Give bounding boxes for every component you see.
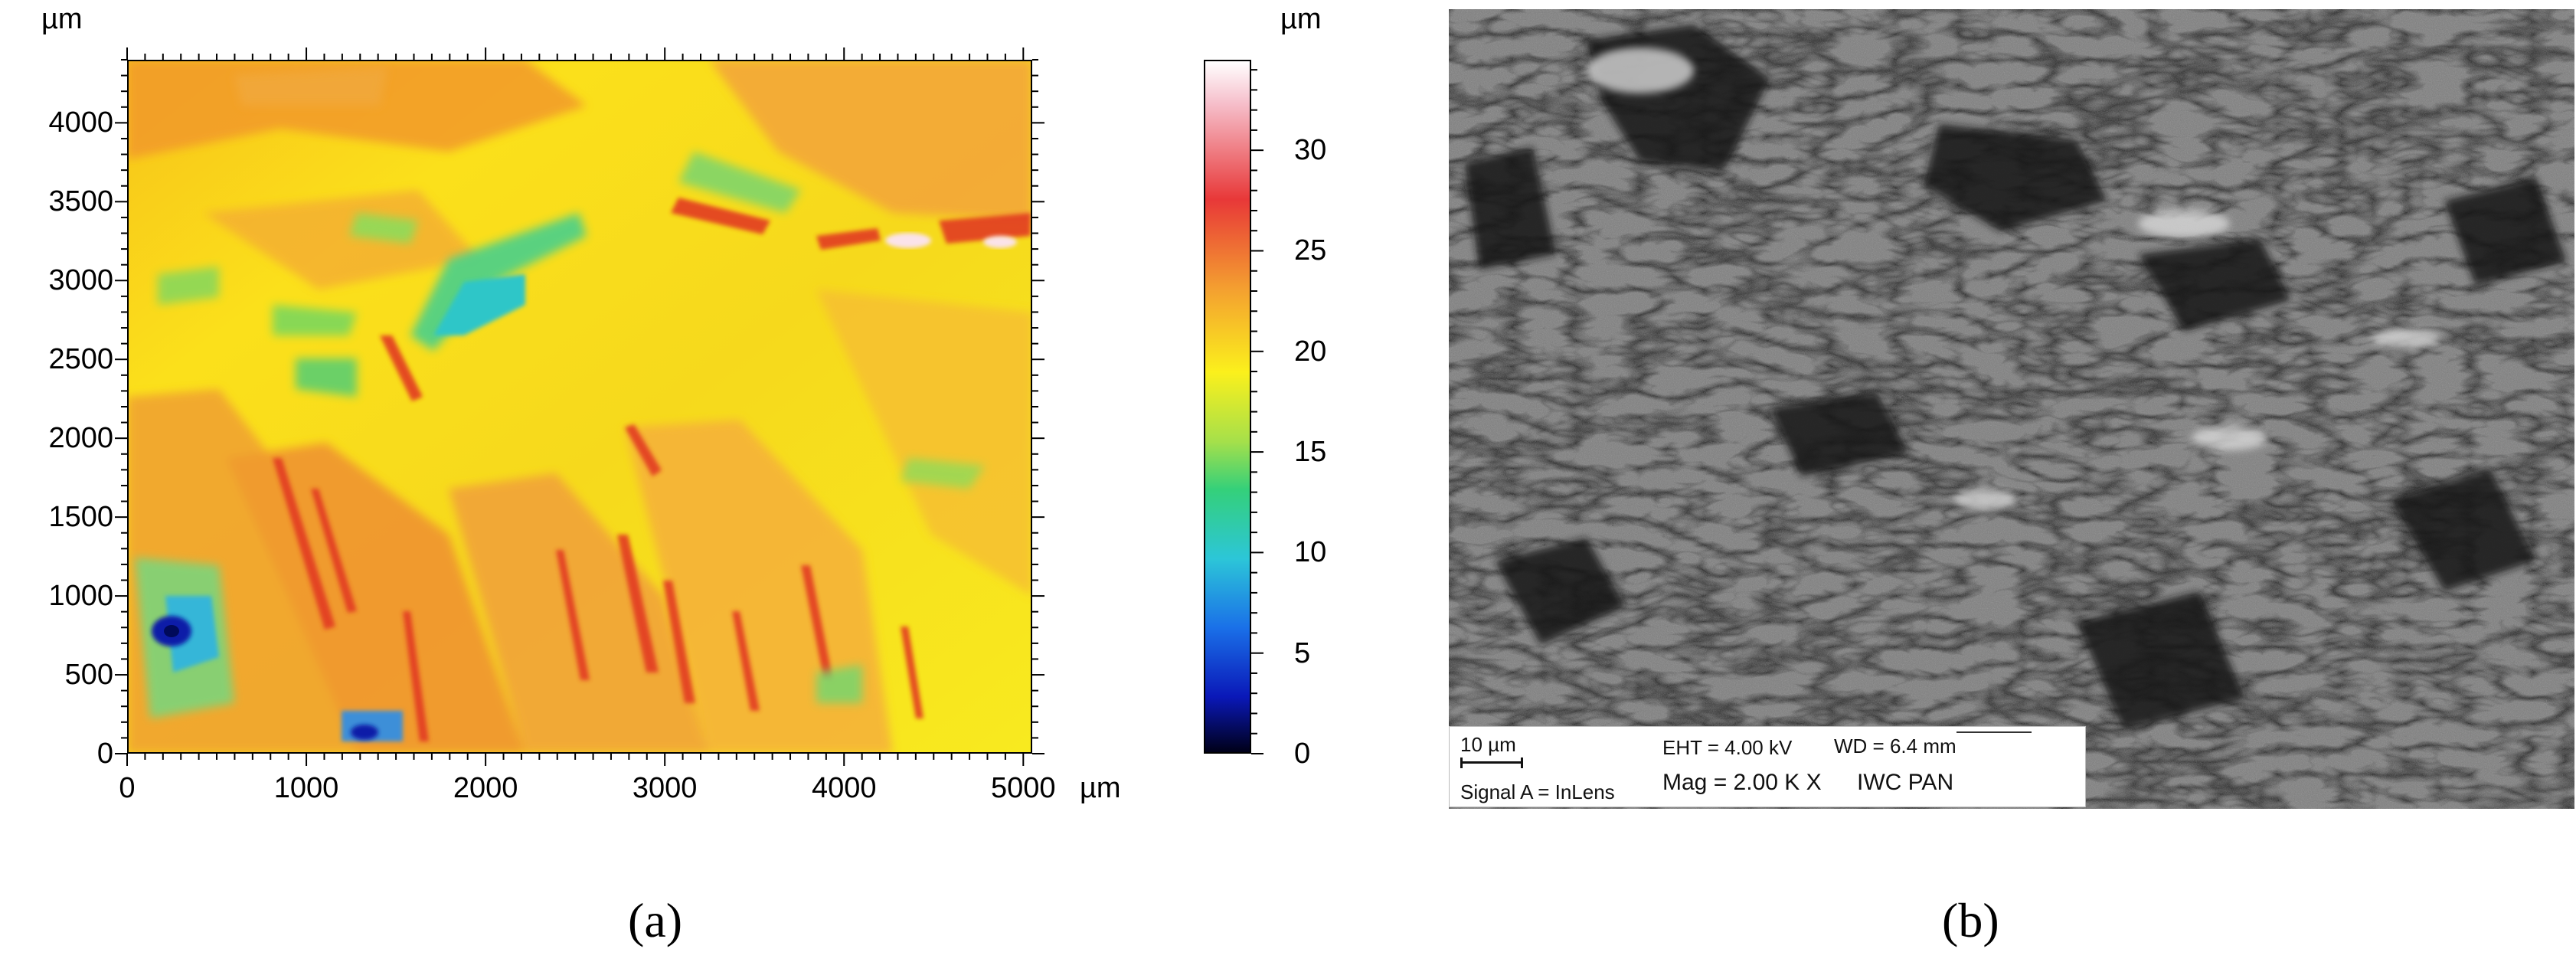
y-tick-label: 500 xyxy=(64,659,113,692)
y-tick-label: 2500 xyxy=(48,343,113,376)
institution-text: IWC PAN xyxy=(1857,770,1954,795)
colorbar-unit: µm xyxy=(1280,3,1322,35)
y-tick-label: 3000 xyxy=(48,264,113,297)
eht-text: EHT = 4.00 kV xyxy=(1662,736,1793,759)
y-tick-label: 1500 xyxy=(48,501,113,534)
height-map-image xyxy=(127,60,1032,754)
colorbar-tick-label: 0 xyxy=(1294,738,1311,770)
x-tick-label: 3000 xyxy=(632,772,698,804)
colorbar-tick-label: 10 xyxy=(1294,536,1327,569)
y-tick-label: 4000 xyxy=(48,106,113,139)
panel-b-label: (b) xyxy=(1942,893,1999,947)
y-tick-label: 3500 xyxy=(48,185,113,218)
divider xyxy=(1957,731,2032,733)
colorbar-tick-label: 30 xyxy=(1294,134,1327,167)
x-axis-unit: µm xyxy=(1080,772,1121,804)
y-axis-unit: µm xyxy=(41,3,83,35)
panel-a-label: (a) xyxy=(628,893,683,947)
x-tick-label: 1000 xyxy=(273,772,339,804)
x-tick-label: 5000 xyxy=(991,772,1056,804)
axis-ticks xyxy=(115,47,1044,766)
sem-info-bar: 10 µm Signal A = InLens EHT = 4.00 kV WD… xyxy=(1449,726,2086,807)
x-tick-label: 0 xyxy=(119,772,136,804)
colorbar-tick-label: 5 xyxy=(1294,636,1311,669)
mag-text: Mag = 2.00 K X xyxy=(1662,770,1822,795)
y-tick-label: 1000 xyxy=(48,580,113,613)
x-tick-label: 4000 xyxy=(811,772,877,804)
y-tick-label: 2000 xyxy=(48,422,113,455)
colorbar xyxy=(1204,60,1251,754)
colorbar-tick-label: 20 xyxy=(1294,335,1327,368)
plot-frame xyxy=(127,60,1032,754)
x-tick-label: 2000 xyxy=(453,772,518,804)
colorbar-tick-label: 15 xyxy=(1294,436,1327,469)
signal-text: Signal A = InLens xyxy=(1460,780,1615,803)
sem-micrograph-image xyxy=(1449,9,2574,809)
scale-bar-label: 10 µm xyxy=(1460,733,1516,756)
colorbar-tick-label: 25 xyxy=(1294,234,1327,267)
wd-text: WD = 6.4 mm xyxy=(1834,735,1957,757)
colorbar-ticks xyxy=(1251,69,1263,754)
y-tick-label: 0 xyxy=(96,738,113,770)
scale-bar xyxy=(1460,757,1523,768)
